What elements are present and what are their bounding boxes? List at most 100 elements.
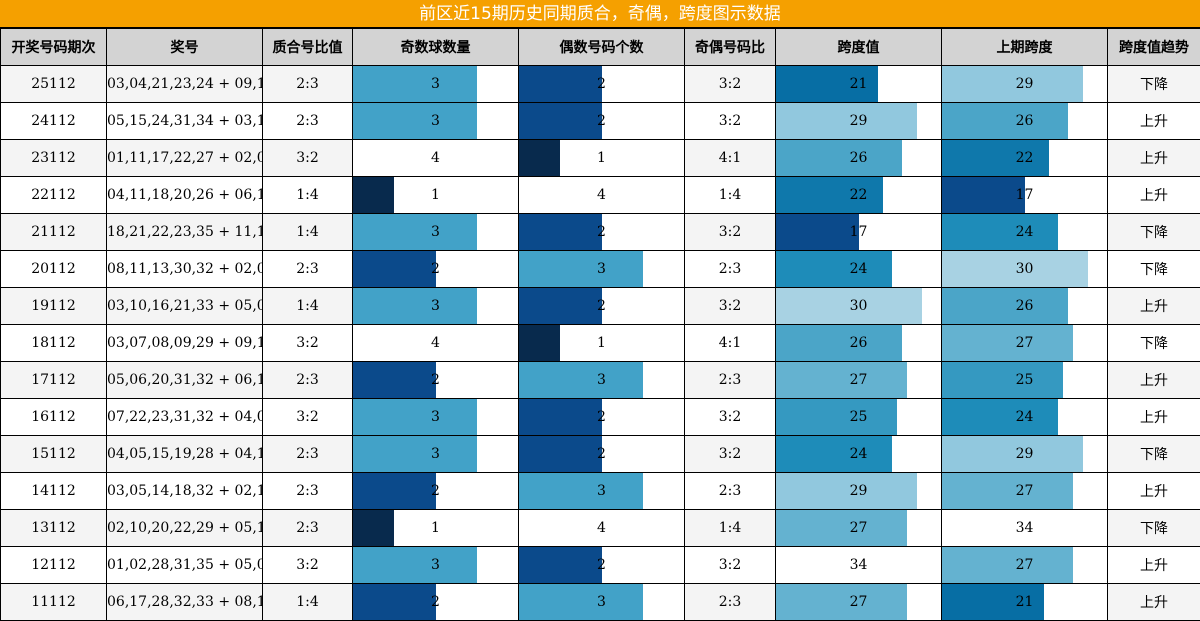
- cell-odd-even-ratio: 2:3: [684, 583, 776, 621]
- table-row: 16112 07,22,23,31,32 + 04,05 3:2 3 2 3:2 25 24 上…: [0, 398, 1200, 436]
- cell-period: 13112: [0, 509, 107, 547]
- cell-prev-span: 25: [941, 361, 1108, 399]
- cell-odd-count: 4: [352, 139, 519, 177]
- cell-odd-count: 2: [352, 583, 519, 621]
- cell-odd-count-bar: [353, 399, 477, 435]
- cell-span-bar: [776, 584, 908, 620]
- header-row: 开奖号码期次 奖号 质合号比值 奇数球数量 偶数号码个数 奇偶号码比 跨度值 上…: [0, 28, 1200, 66]
- cell-span-bar: [776, 140, 903, 176]
- cell-even-count: 3: [518, 361, 685, 399]
- cell-even-count: 2: [518, 65, 685, 103]
- cell-prime-ratio: 2:3: [262, 102, 353, 140]
- cell-prev-span-label: 24: [1015, 409, 1034, 425]
- cell-even-count-label: 2: [597, 557, 606, 573]
- cell-numbers: 03,05,14,18,32 + 02,10: [106, 472, 263, 510]
- cell-even-count-bar: [519, 473, 643, 509]
- cell-period: 21112: [0, 213, 107, 251]
- cell-odd-count: 1: [352, 176, 519, 214]
- cell-prev-span-bar: [942, 436, 1083, 472]
- table-row: 12112 01,02,28,31,35 + 05,07 3:2 3 2 3:2 34 27 上…: [0, 546, 1200, 584]
- cell-trend: 上升: [1107, 583, 1200, 621]
- cell-span-label: 21: [849, 76, 868, 92]
- cell-prev-span: 22: [941, 139, 1108, 177]
- cell-numbers: 01,02,28,31,35 + 05,07: [106, 546, 263, 584]
- cell-odd-count-label: 2: [431, 261, 440, 277]
- cell-numbers: 05,06,20,31,32 + 06,12: [106, 361, 263, 399]
- cell-span: 30: [775, 287, 942, 325]
- cell-even-count-bar: [519, 399, 602, 435]
- cell-span-label: 17: [849, 224, 868, 240]
- cell-even-count-bar: [519, 66, 602, 102]
- cell-prev-span-label: 29: [1015, 76, 1034, 92]
- cell-odd-even-ratio: 2:3: [684, 250, 776, 288]
- cell-prev-span-bar: [942, 547, 1074, 583]
- cell-prev-span-label: 17: [1015, 187, 1034, 203]
- cell-even-count-label: 4: [597, 187, 606, 203]
- cell-span-bar: [776, 436, 893, 472]
- cell-prev-span-bar: [942, 251, 1088, 287]
- cell-odd-count-label: 3: [431, 446, 440, 462]
- cell-odd-count-label: 1: [431, 187, 440, 203]
- cell-prime-ratio: 2:3: [262, 472, 353, 510]
- cell-span: 34: [775, 546, 942, 584]
- cell-even-count: 2: [518, 102, 685, 140]
- cell-even-count-bar: [519, 288, 602, 324]
- cell-span-label: 22: [849, 187, 868, 203]
- cell-even-count-label: 3: [597, 372, 606, 388]
- cell-even-count-label: 3: [597, 594, 606, 610]
- cell-prev-span: 29: [941, 65, 1108, 103]
- cell-prev-span-label: 30: [1015, 261, 1034, 277]
- cell-even-count-label: 2: [597, 113, 606, 129]
- cell-prev-span-label: 25: [1015, 372, 1034, 388]
- cell-prev-span-label: 27: [1015, 335, 1034, 351]
- cell-span: 27: [775, 583, 942, 621]
- cell-even-count-bar: [519, 140, 561, 176]
- cell-period: 24112: [0, 102, 107, 140]
- header-prev-span: 上期跨度: [941, 28, 1108, 66]
- cell-numbers: 05,15,24,31,34 + 03,10: [106, 102, 263, 140]
- cell-prev-span-bar: [942, 362, 1064, 398]
- cell-numbers: 03,07,08,09,29 + 09,10: [106, 324, 263, 362]
- cell-prev-span-bar: [942, 584, 1044, 620]
- cell-even-count: 3: [518, 472, 685, 510]
- cell-prev-span-label: 34: [1015, 520, 1034, 536]
- cell-trend: 下降: [1107, 435, 1200, 473]
- header-numbers: 奖号: [106, 28, 263, 66]
- cell-prev-span-label: 27: [1015, 557, 1034, 573]
- cell-odd-count-bar: [353, 584, 436, 620]
- cell-even-count-label: 2: [597, 76, 606, 92]
- cell-prime-ratio: 2:3: [262, 250, 353, 288]
- cell-span-bar: [776, 251, 893, 287]
- cell-prev-span: 26: [941, 287, 1108, 325]
- cell-even-count-bar: [519, 362, 643, 398]
- cell-odd-count-label: 3: [431, 224, 440, 240]
- header-period: 开奖号码期次: [0, 28, 107, 66]
- cell-trend: 上升: [1107, 546, 1200, 584]
- cell-even-count: 2: [518, 546, 685, 584]
- cell-span-label: 27: [849, 520, 868, 536]
- cell-prev-span: 27: [941, 324, 1108, 362]
- cell-prime-ratio: 3:2: [262, 324, 353, 362]
- cell-span: 29: [775, 102, 942, 140]
- cell-even-count-label: 3: [597, 483, 606, 499]
- table-row: 14112 03,05,14,18,32 + 02,10 2:3 2 3 2:3 29 27 上…: [0, 472, 1200, 510]
- cell-prime-ratio: 1:4: [262, 213, 353, 251]
- cell-span-bar: [776, 103, 917, 139]
- table-row: 11112 06,17,28,32,33 + 08,12 1:4 2 3 2:3 27 21 上…: [0, 583, 1200, 621]
- cell-even-count: 3: [518, 250, 685, 288]
- table-row: 17112 05,06,20,31,32 + 06,12 2:3 2 3 2:3 27 25 上…: [0, 361, 1200, 399]
- cell-odd-count: 2: [352, 472, 519, 510]
- cell-even-count-label: 3: [597, 261, 606, 277]
- cell-span-label: 24: [849, 446, 868, 462]
- cell-prime-ratio: 1:4: [262, 583, 353, 621]
- cell-span-bar: [776, 66, 878, 102]
- cell-prev-span: 17: [941, 176, 1108, 214]
- cell-prime-ratio: 3:2: [262, 546, 353, 584]
- cell-span-bar: [776, 510, 908, 546]
- cell-prev-span-bar: [942, 325, 1074, 361]
- cell-odd-count-bar: [353, 436, 477, 472]
- cell-numbers: 06,17,28,32,33 + 08,12: [106, 583, 263, 621]
- cell-span-label: 26: [849, 150, 868, 166]
- header-odd-even-ratio: 奇偶号码比: [684, 28, 776, 66]
- cell-odd-even-ratio: 3:2: [684, 213, 776, 251]
